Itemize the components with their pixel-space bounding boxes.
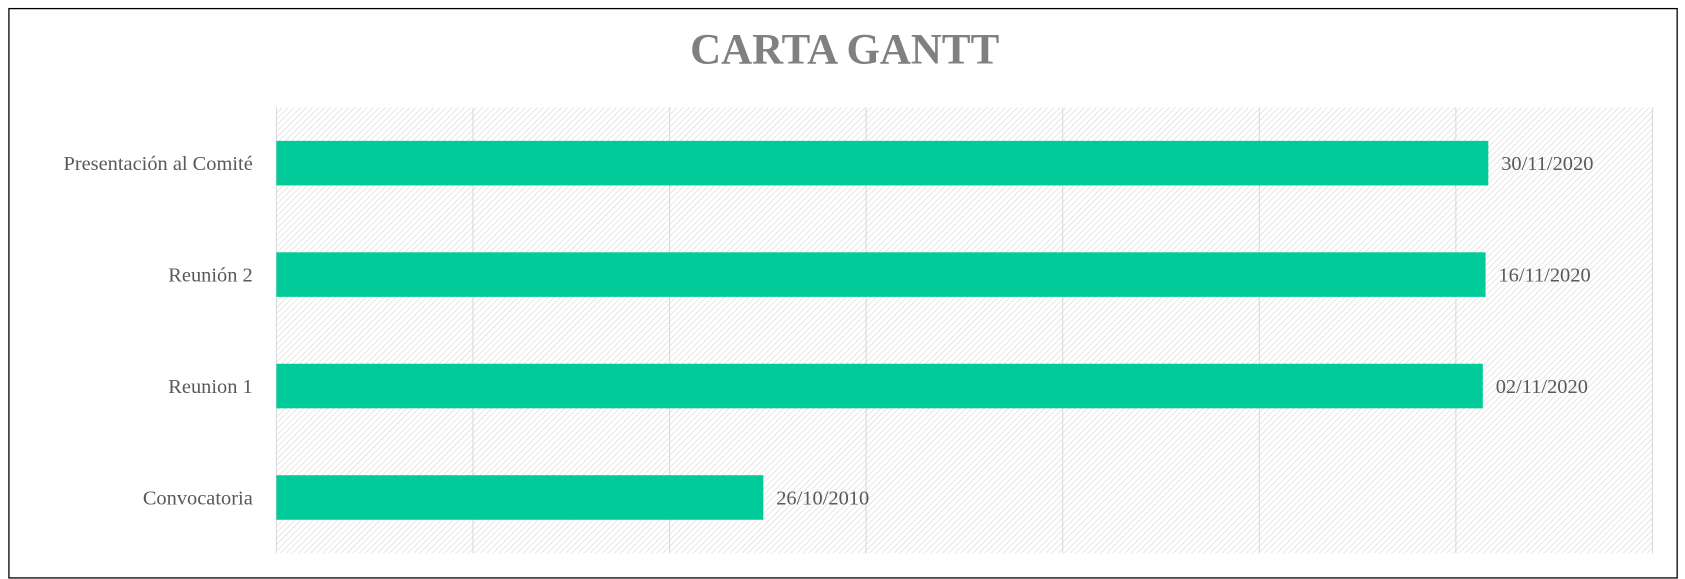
y-tick-label: Reunión 2 [168,264,252,286]
chart-title: CARTA GANTT [690,27,999,74]
data-label: 26/10/2010 [776,487,869,509]
data-label: 02/11/2020 [1496,376,1588,398]
bar [276,140,1489,186]
y-tick-label: Convocatoria [143,487,253,509]
y-tick-label: Reunion 1 [168,376,252,398]
bar [276,475,764,520]
bar [276,252,1486,297]
y-tick-label: Presentación al Comité [63,153,252,175]
bar [276,363,1483,409]
data-label: 16/11/2020 [1498,264,1590,286]
data-label: 30/11/2020 [1501,153,1593,175]
